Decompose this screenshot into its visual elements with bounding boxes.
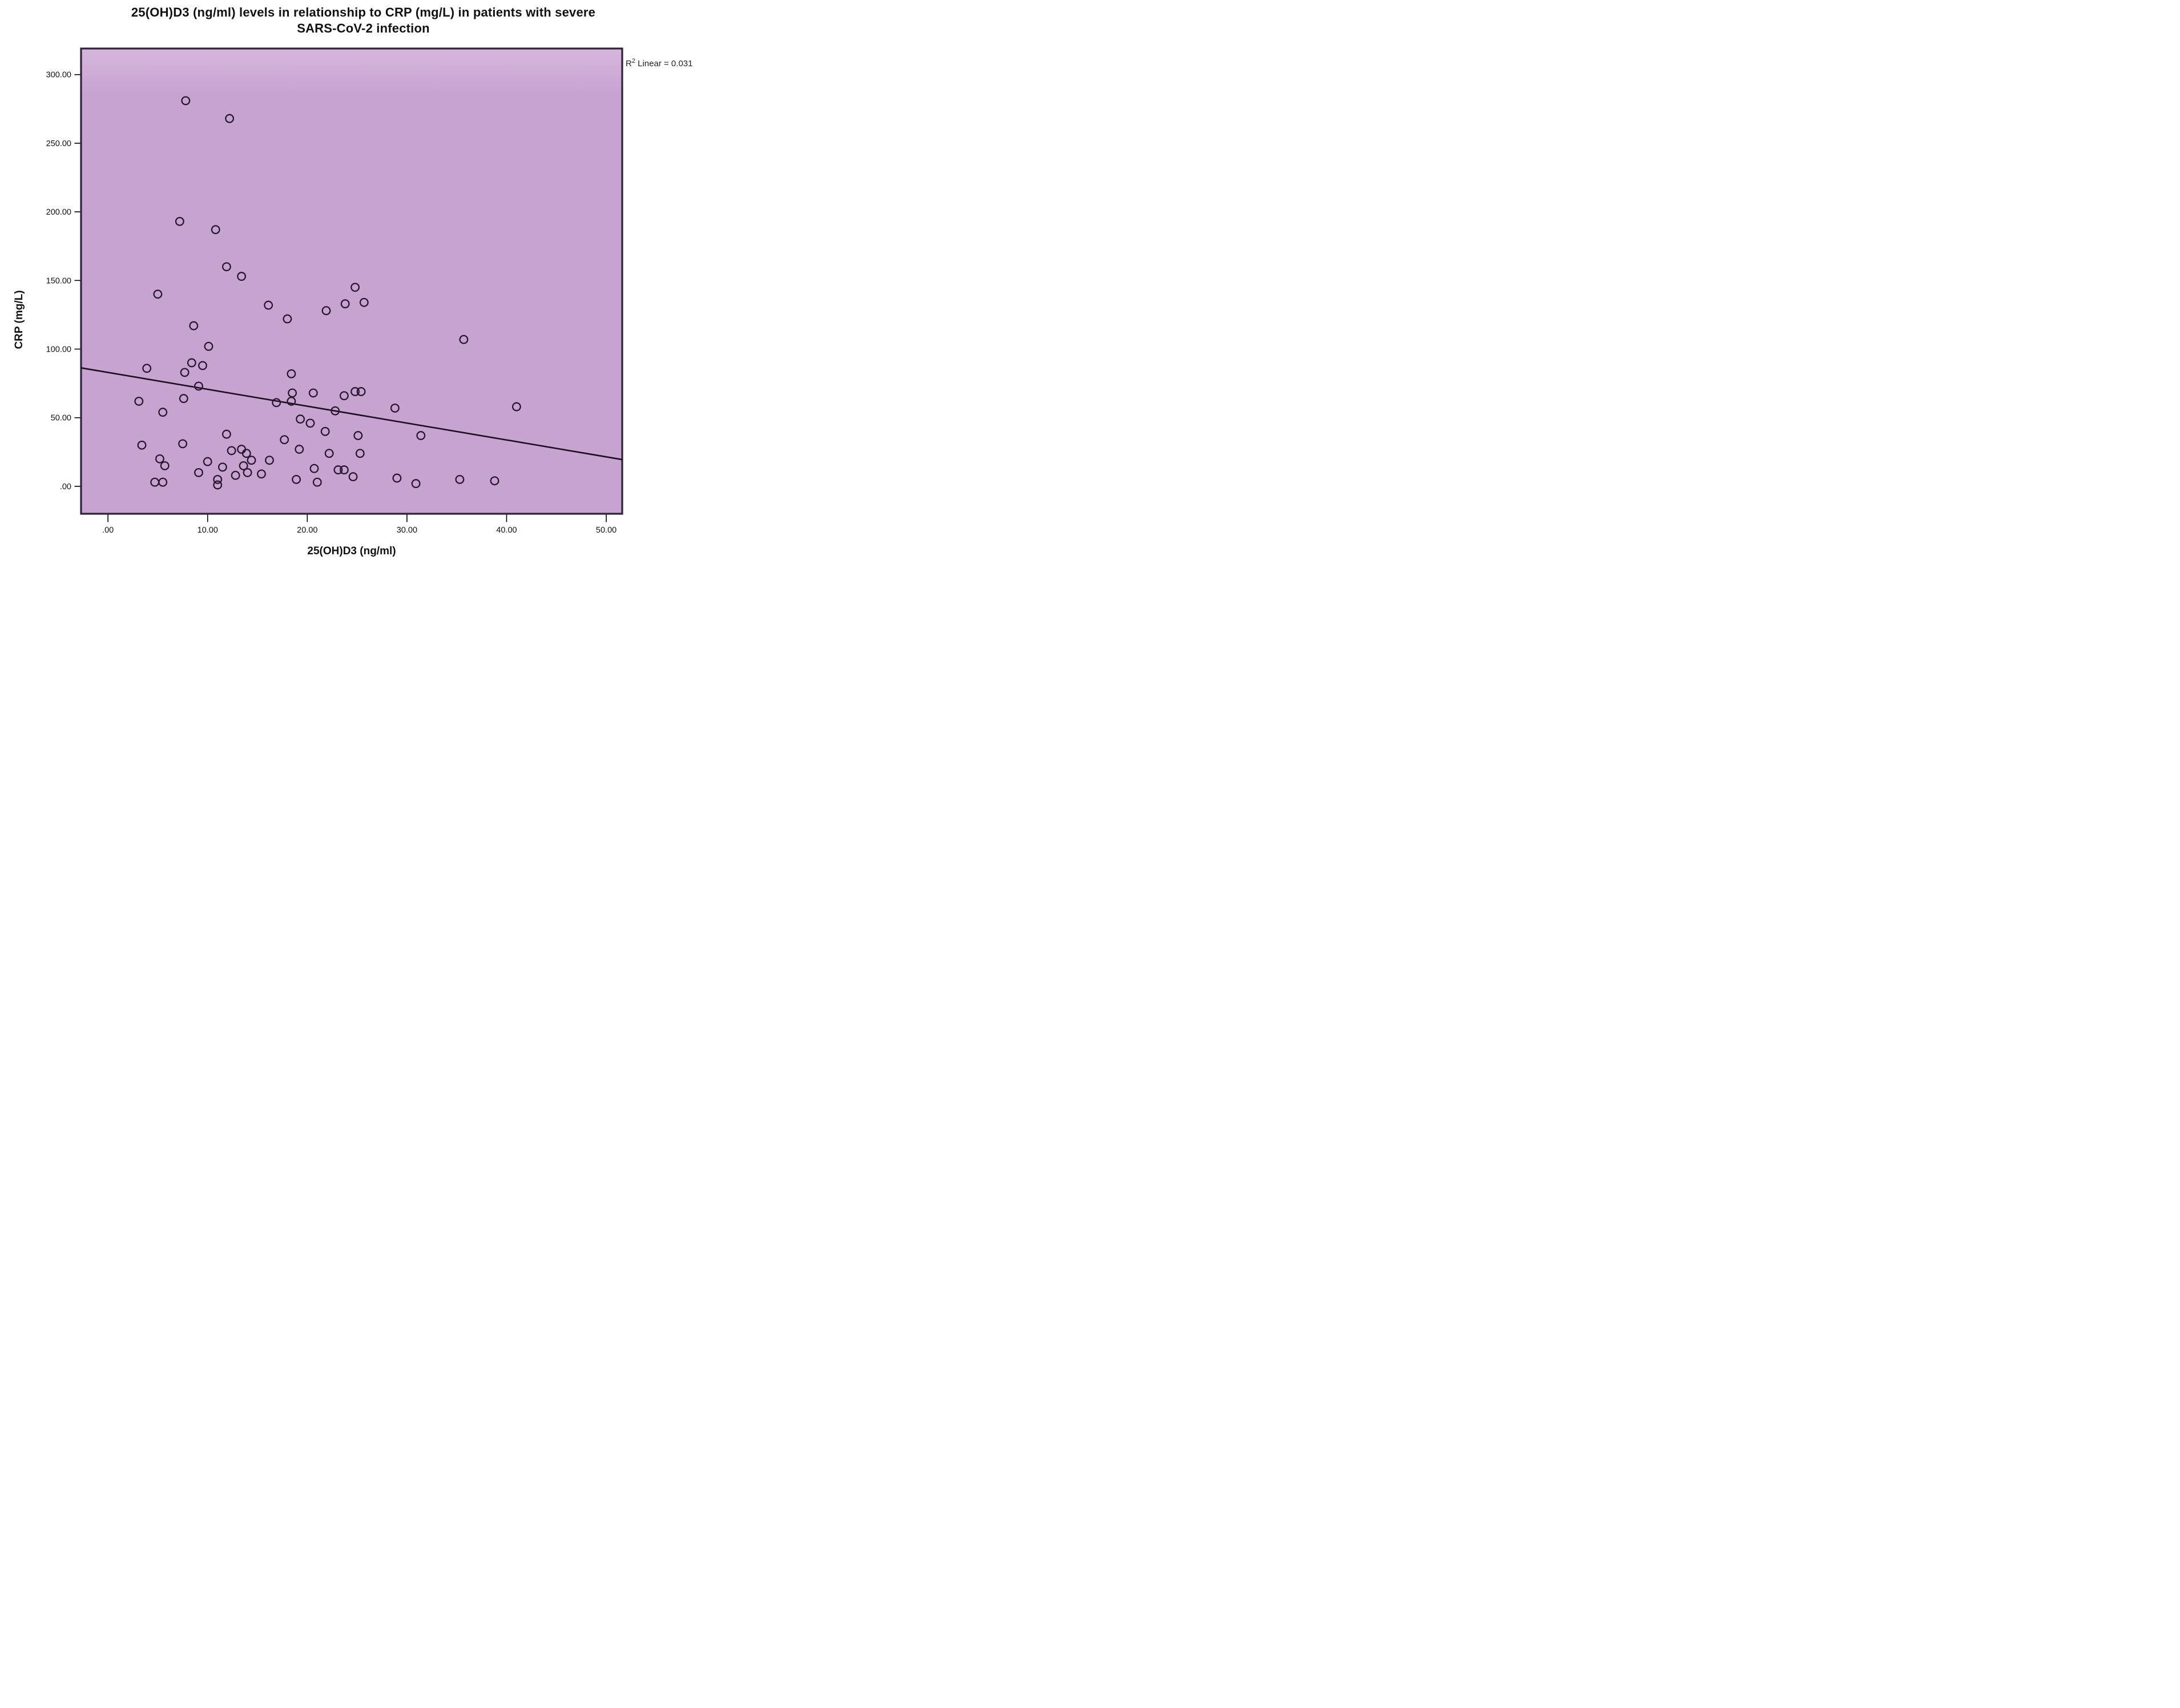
data-point [287,369,296,378]
data-point [295,445,304,454]
r-squared-base: R [626,59,632,69]
data-point [265,456,274,465]
data-point [239,461,248,470]
data-point [292,474,301,484]
data-point [187,358,196,368]
data-point [134,396,144,406]
data-point [247,456,256,465]
page-root: { "title": { "line1": "25(OH)D3 (ng/ml) … [0,0,727,569]
data-point [350,283,360,292]
data-point [213,480,223,490]
chart-title: 25(OH)D3 (ng/ml) levels in relationship … [0,5,727,36]
data-point [340,299,350,309]
data-point [324,449,334,458]
data-point [203,457,212,466]
x-tick-label: 30.00 [397,526,417,535]
x-tick-label: 40.00 [496,526,517,535]
data-point [309,464,319,473]
data-point [455,474,465,484]
x-tick-label: 20.00 [297,526,317,535]
data-point [411,479,421,489]
data-point [390,403,400,413]
data-point [178,439,188,449]
data-point [272,398,281,408]
data-point [243,468,252,477]
data-point [217,462,227,472]
data-point [280,435,289,445]
x-tick-label: 50.00 [596,526,616,535]
fit-line [80,367,623,461]
data-point [194,468,203,477]
data-point [350,387,360,396]
data-point [198,361,207,370]
data-point [283,314,292,324]
data-point [158,477,168,487]
data-point [225,114,235,123]
data-point [237,272,247,281]
data-point [356,387,366,396]
plot-area [80,47,623,515]
data-point [359,297,369,307]
r-squared-sup: 2 [631,58,635,65]
x-axis-title: 25(OH)D3 (ng/ml) [307,545,396,557]
x-tick-label: .00 [102,526,114,535]
data-point [153,289,163,299]
data-point [194,381,203,391]
y-tick-label: 300.00 [46,71,71,80]
data-point [333,465,343,475]
y-tick-label: 150.00 [46,276,71,285]
data-point [287,396,296,406]
data-point [204,341,213,351]
data-point [142,364,152,373]
data-point [416,431,426,440]
data-point [213,474,223,484]
y-tick-label: 200.00 [46,208,71,217]
data-point [211,225,220,235]
data-point [348,472,358,482]
data-point [221,262,231,272]
y-tick-label: 250.00 [46,139,71,148]
data-point [511,402,521,412]
data-point [179,394,188,404]
data-point [227,446,236,456]
data-point [160,461,170,470]
data-point [158,408,168,417]
data-point [155,454,164,464]
r-squared-annotation: R2 Linear = 0.031 [626,58,692,69]
scatter-plot-svg: .00 10.00 20.00 30.00 40.00 50.00 300.00 250.00… [46,47,623,535]
data-point [353,431,363,440]
data-point [241,449,251,458]
data-point [355,449,365,458]
data-point [296,414,305,424]
data-point [305,418,315,428]
data-point [137,440,147,450]
data-point [490,476,499,486]
data-point [308,388,318,398]
data-point [331,406,340,416]
data-point [321,306,331,316]
data-point [231,470,240,480]
data-point [180,368,190,377]
y-tick-label: 100.00 [46,345,71,355]
data-point [221,429,231,439]
chart-title-line1: 25(OH)D3 (ng/ml) levels in relationship … [131,5,596,19]
y-tick-label: .00 [60,482,71,492]
data-point [175,216,184,226]
data-point [189,321,199,331]
data-point [459,335,469,344]
data-point [320,426,330,436]
data-point [264,300,273,310]
data-point [312,477,322,487]
data-point [181,96,191,106]
data-point [257,469,266,479]
data-point [339,391,349,401]
x-tick-label: 10.00 [198,526,218,535]
chart-title-line2: SARS-CoV-2 infection [297,21,430,35]
data-point [392,473,402,483]
y-tick-label: 50.00 [51,414,71,423]
data-point [339,465,349,475]
r-squared-text: Linear = 0.031 [635,59,693,69]
